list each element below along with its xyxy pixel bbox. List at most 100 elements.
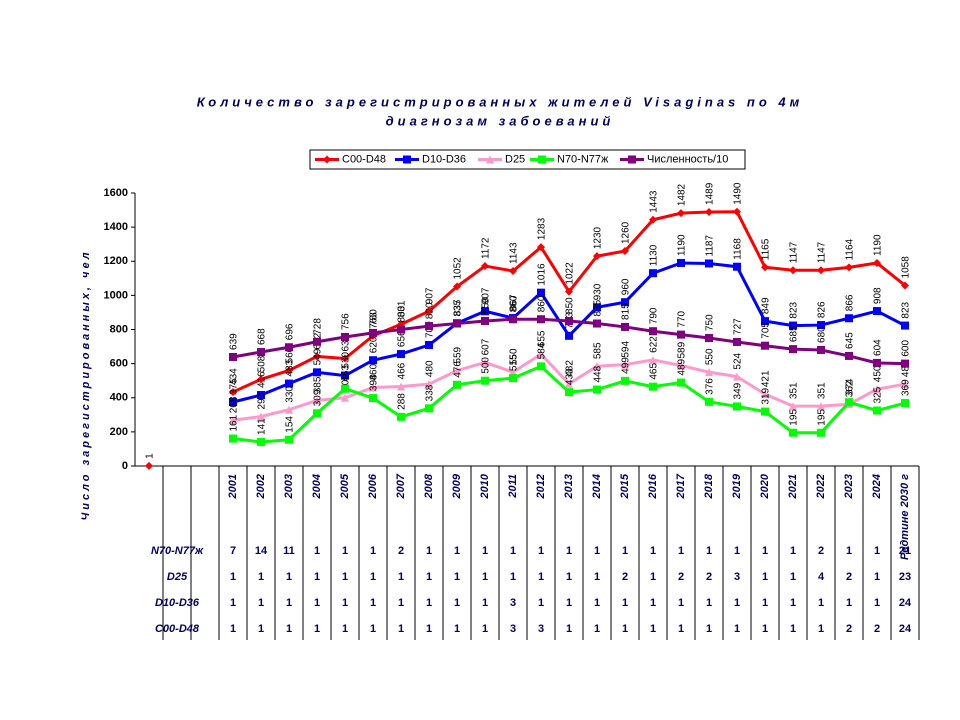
table-cell: 1 bbox=[370, 623, 376, 635]
value-label: 1164 bbox=[845, 238, 856, 260]
marker bbox=[621, 247, 629, 256]
value-label: 549 bbox=[313, 348, 324, 365]
table-cell: 1 bbox=[846, 545, 852, 557]
table-cell: 1 bbox=[342, 597, 348, 609]
marker bbox=[257, 437, 265, 446]
value-label: 600 bbox=[901, 340, 912, 357]
table-cell: 1 bbox=[314, 545, 320, 557]
table-cell: 1 bbox=[622, 545, 628, 557]
marker bbox=[285, 435, 293, 444]
table-cell: 1 bbox=[482, 545, 488, 557]
table-cell: 7 bbox=[230, 545, 236, 557]
value-label: 416 bbox=[257, 371, 268, 388]
y-tick-label: 600 bbox=[110, 358, 128, 370]
table-cell: 23 bbox=[899, 571, 911, 583]
value-label: 620 bbox=[369, 336, 380, 353]
marker bbox=[313, 396, 321, 405]
value-label: 466 bbox=[397, 362, 408, 379]
marker bbox=[901, 281, 909, 290]
value-label: 1058 bbox=[901, 256, 912, 279]
marker bbox=[369, 383, 377, 392]
x-tick-label: 2012 bbox=[535, 474, 547, 499]
value-label: 369 bbox=[901, 379, 912, 396]
row-label: C00-D48 bbox=[155, 623, 200, 635]
marker bbox=[486, 155, 494, 164]
marker bbox=[761, 263, 769, 272]
x-tick-label: 2001 bbox=[227, 474, 239, 499]
value-label: 780 bbox=[369, 309, 380, 326]
value-label: 288 bbox=[397, 393, 408, 410]
value-label: 385 bbox=[313, 376, 324, 393]
value-label: 1489 bbox=[705, 182, 716, 205]
value-label: 866 bbox=[845, 294, 856, 311]
table-cell: 1 bbox=[230, 571, 236, 583]
value-label: 508 bbox=[257, 355, 268, 372]
x-tick-label: 2013 bbox=[563, 474, 575, 499]
value-label: 908 bbox=[873, 287, 884, 304]
marker bbox=[565, 316, 573, 325]
marker bbox=[341, 384, 349, 393]
x-tick-label: 2009 bbox=[451, 473, 463, 499]
value-label: 728 bbox=[313, 318, 324, 335]
marker bbox=[341, 354, 349, 363]
marker bbox=[313, 409, 321, 418]
chart-title: Количество зарегистрированных жителей Vi… bbox=[197, 94, 803, 109]
legend-label: Численность/10 bbox=[647, 153, 728, 165]
marker bbox=[593, 385, 601, 394]
marker bbox=[789, 402, 797, 411]
value-label: 823 bbox=[901, 301, 912, 318]
marker bbox=[481, 316, 489, 325]
table-cell: 1 bbox=[454, 597, 460, 609]
marker bbox=[257, 412, 265, 421]
table-cell: 1 bbox=[790, 623, 796, 635]
marker bbox=[628, 155, 636, 164]
value-label: 815 bbox=[621, 303, 632, 320]
marker bbox=[649, 215, 657, 224]
x-tick-label: 2023 bbox=[843, 474, 855, 499]
table-cell: 1 bbox=[874, 545, 880, 557]
value-label: 325 bbox=[873, 386, 884, 403]
marker bbox=[817, 321, 825, 330]
table-cell: 1 bbox=[538, 597, 544, 609]
value-label: 349 bbox=[733, 382, 744, 399]
table-cell: 1 bbox=[370, 571, 376, 583]
marker bbox=[229, 434, 237, 443]
marker bbox=[481, 376, 489, 385]
table-cell: 2 bbox=[398, 545, 404, 557]
table-cell: 1 bbox=[846, 597, 852, 609]
marker bbox=[845, 398, 853, 407]
value-label: 1165 bbox=[761, 238, 772, 260]
value-label: 1443 bbox=[649, 190, 660, 213]
value-label: 489 bbox=[677, 358, 688, 375]
marker bbox=[257, 391, 265, 400]
table-cell: 1 bbox=[314, 623, 320, 635]
value-label: 1172 bbox=[481, 237, 492, 259]
table-cell: 4 bbox=[818, 571, 825, 583]
table-cell: 1 bbox=[482, 571, 488, 583]
x-tick-label: 2007 bbox=[395, 473, 407, 499]
marker bbox=[481, 307, 489, 316]
marker bbox=[845, 263, 853, 272]
value-label: 685 bbox=[789, 325, 800, 342]
marker bbox=[733, 337, 741, 346]
value-label: 1022 bbox=[565, 262, 576, 285]
table-cell: 1 bbox=[454, 571, 460, 583]
value-label: 268 bbox=[229, 396, 240, 413]
value-label: 835 bbox=[453, 299, 464, 316]
value-label: 1016 bbox=[537, 263, 548, 286]
y-tick-label: 0 bbox=[122, 460, 128, 472]
marker bbox=[873, 406, 881, 415]
value-label: 421 bbox=[761, 370, 772, 387]
marker bbox=[285, 405, 293, 414]
x-tick-label: 2015 bbox=[619, 473, 631, 499]
value-label: 482 bbox=[565, 360, 576, 377]
x-tick-label: 2005 bbox=[339, 473, 351, 499]
value-label: 476 bbox=[453, 361, 464, 378]
value-label: 907 bbox=[481, 287, 492, 304]
marker bbox=[481, 262, 489, 271]
table-cell: 1 bbox=[650, 597, 656, 609]
value-label: 434 bbox=[229, 368, 240, 385]
table-cell: 3 bbox=[734, 571, 740, 583]
marker bbox=[537, 315, 545, 324]
table-cell: 1 bbox=[762, 571, 768, 583]
